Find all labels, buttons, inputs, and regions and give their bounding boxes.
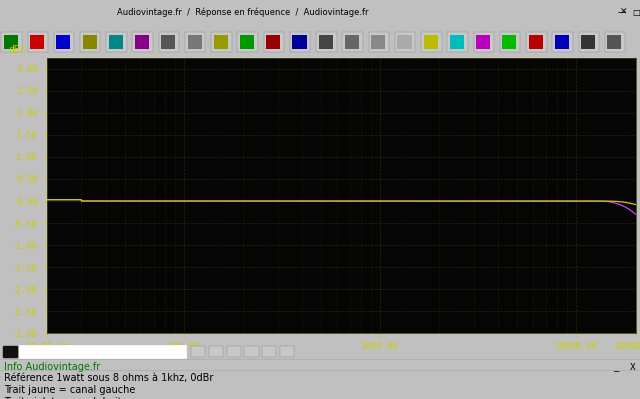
Bar (240, 35, 254, 49)
Bar (290, 32, 310, 52)
Bar (526, 32, 547, 52)
Bar (476, 35, 490, 49)
Text: _  X: _ X (614, 362, 636, 371)
Text: dBr: dBr (8, 45, 26, 55)
Bar (280, 346, 294, 357)
Bar (211, 32, 232, 52)
Bar (581, 35, 595, 49)
Bar (159, 32, 179, 52)
Bar (262, 346, 276, 357)
Text: Audiovintage.fr  /  Réponse en fréquence  /  Audiovintage.fr: Audiovintage.fr / Réponse en fréquence /… (118, 8, 369, 17)
Text: Trait jaune = canal gauche: Trait jaune = canal gauche (4, 385, 135, 395)
Bar (424, 35, 438, 49)
Bar (447, 32, 468, 52)
Bar (319, 35, 333, 49)
Text: ✕: ✕ (620, 8, 628, 17)
Bar (552, 32, 573, 52)
Bar (244, 346, 259, 357)
Text: □: □ (632, 8, 640, 17)
Bar (450, 35, 464, 49)
Bar (56, 35, 70, 49)
Bar (529, 35, 543, 49)
Bar (109, 35, 123, 49)
Bar (342, 32, 363, 52)
Bar (19, 346, 186, 358)
Bar (185, 32, 205, 52)
Bar (395, 32, 415, 52)
Bar (371, 35, 385, 49)
Bar (28, 32, 48, 52)
Bar (4, 35, 18, 49)
Bar (214, 35, 228, 49)
Text: Trait violet = canal droit: Trait violet = canal droit (4, 397, 122, 399)
Bar (106, 32, 127, 52)
Bar (292, 35, 307, 49)
Text: Référence 1watt sous 8 ohms à 1khz, 0dBr: Référence 1watt sous 8 ohms à 1khz, 0dBr (4, 373, 213, 383)
Bar (369, 32, 389, 52)
Bar (555, 35, 569, 49)
Bar (345, 35, 359, 49)
Bar (579, 32, 599, 52)
Bar (605, 32, 625, 52)
Bar (161, 35, 175, 49)
Bar (421, 32, 442, 52)
Bar (54, 32, 74, 52)
Bar (188, 35, 202, 49)
Text: Info Audiovintage.fr: Info Audiovintage.fr (4, 362, 100, 372)
Bar (316, 32, 337, 52)
Bar (209, 346, 223, 357)
Bar (266, 35, 280, 49)
Bar (227, 346, 241, 357)
Bar (474, 32, 494, 52)
Bar (3, 346, 17, 357)
Bar (237, 32, 258, 52)
Bar (132, 32, 153, 52)
Text: —: — (618, 8, 627, 17)
Bar (1, 32, 22, 52)
Bar (397, 35, 412, 49)
Bar (135, 35, 149, 49)
Bar (502, 35, 516, 49)
Bar (607, 35, 621, 49)
Bar (264, 32, 284, 52)
Bar (191, 346, 205, 357)
Bar (30, 35, 44, 49)
Bar (80, 32, 100, 52)
Bar (83, 35, 97, 49)
Bar (500, 32, 520, 52)
